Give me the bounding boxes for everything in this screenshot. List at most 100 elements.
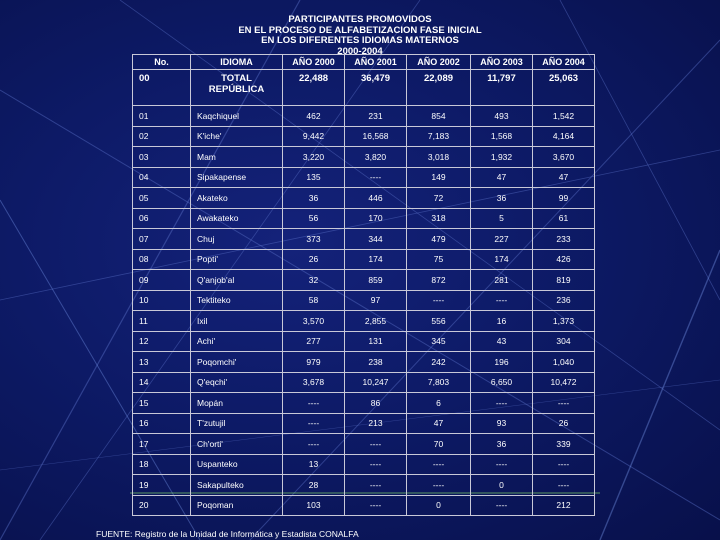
cell-no: 04 xyxy=(132,166,191,188)
cell-2003: 47 xyxy=(470,166,533,188)
cell-2001: 859 xyxy=(344,269,407,291)
cell-no: 10 xyxy=(132,289,191,311)
cell-2000: 32 xyxy=(282,269,345,291)
total-no: 00 xyxy=(132,69,191,106)
cell-idioma: Tektiteko xyxy=(190,289,283,311)
cell-2000: 3,678 xyxy=(282,371,345,393)
title-line-4: 2000-2004 xyxy=(337,45,383,57)
cell-2001: 344 xyxy=(344,228,407,250)
cell-2000: ---- xyxy=(282,392,345,414)
cell-2004: 4,164 xyxy=(532,125,595,147)
table-row: 02 K'iche' 9,442 16,568 7,183 1,568 4,164 xyxy=(132,125,595,147)
table-title: PARTICIPANTES PROMOVIDOS EN EL PROCESO D… xyxy=(180,14,540,57)
cell-2000: 56 xyxy=(282,207,345,229)
cell-2001: 2,855 xyxy=(344,310,407,332)
cell-no: 17 xyxy=(132,433,191,455)
cell-no: 03 xyxy=(132,146,191,168)
cell-no: 08 xyxy=(132,248,191,270)
total-2000: 22,488 xyxy=(282,69,345,106)
cell-2004: 339 xyxy=(532,433,595,455)
cell-2000: 28 xyxy=(282,474,345,496)
cell-2002: 149 xyxy=(406,166,471,188)
table-row: 04 Sipakapense 135 ---- 149 47 47 xyxy=(132,166,595,188)
cell-2004: 99 xyxy=(532,187,595,209)
cell-no: 16 xyxy=(132,412,191,434)
cell-2003: 36 xyxy=(470,187,533,209)
cell-2004: ---- xyxy=(532,392,595,414)
cell-idioma: Awakateko xyxy=(190,207,283,229)
cell-2002: 872 xyxy=(406,269,471,291)
cell-2002: 72 xyxy=(406,187,471,209)
cell-idioma: Uspanteko xyxy=(190,453,283,475)
cell-2002: 556 xyxy=(406,310,471,332)
table-row: 19 Sakapulteko 28 ---- ---- 0 ---- xyxy=(132,474,595,496)
cell-2001: 10,247 xyxy=(344,371,407,393)
table-row: 16 T'zutujil ---- 213 47 93 26 xyxy=(132,412,595,434)
total-label: TOTAL REPÚBLICA xyxy=(190,69,283,106)
cell-2003: 93 xyxy=(470,412,533,434)
cell-2001: 86 xyxy=(344,392,407,414)
cell-idioma: T'zutujil xyxy=(190,412,283,434)
header-2001: AÑO 2001 xyxy=(344,54,407,70)
table-row: 18 Uspanteko 13 ---- ---- ---- ---- xyxy=(132,453,595,475)
cell-no: 07 xyxy=(132,228,191,250)
cell-2003: ---- xyxy=(470,392,533,414)
cell-2004: 3,670 xyxy=(532,146,595,168)
cell-2004: 819 xyxy=(532,269,595,291)
cell-2001: ---- xyxy=(344,474,407,496)
cell-idioma: Mopán xyxy=(190,392,283,414)
cell-idioma: Chuj xyxy=(190,228,283,250)
cell-2001: ---- xyxy=(344,494,407,516)
cell-no: 05 xyxy=(132,187,191,209)
cell-2000: 9,442 xyxy=(282,125,345,147)
cell-2000: 277 xyxy=(282,330,345,352)
cell-2003: 196 xyxy=(470,351,533,373)
cell-2002: 70 xyxy=(406,433,471,455)
total-2004: 25,063 xyxy=(532,69,595,106)
cell-idioma: Kaqchiquel xyxy=(190,105,283,127)
table-row: 06 Awakateko 56 170 318 5 61 xyxy=(132,207,595,229)
cell-idioma: Ixil xyxy=(190,310,283,332)
cell-2001: ---- xyxy=(344,166,407,188)
cell-no: 20 xyxy=(132,494,191,516)
cell-2001: ---- xyxy=(344,433,407,455)
cell-idioma: Popti' xyxy=(190,248,283,270)
table-row: 20 Poqoman 103 ---- 0 ---- 212 xyxy=(132,494,595,516)
cell-2004: 26 xyxy=(532,412,595,434)
cell-2003: 16 xyxy=(470,310,533,332)
cell-2000: 58 xyxy=(282,289,345,311)
cell-2002: 854 xyxy=(406,105,471,127)
cell-idioma: Poqoman xyxy=(190,494,283,516)
cell-2002: ---- xyxy=(406,289,471,311)
cell-2002: 3,018 xyxy=(406,146,471,168)
total-label-line2: REPÚBLICA xyxy=(208,84,265,95)
cell-2001: 238 xyxy=(344,351,407,373)
cell-2002: 7,803 xyxy=(406,371,471,393)
table-row: 15 Mopán ---- 86 6 ---- ---- xyxy=(132,392,595,414)
cell-idioma: Mam xyxy=(190,146,283,168)
cell-idioma: Q'eqchi' xyxy=(190,371,283,393)
cell-2000: 36 xyxy=(282,187,345,209)
table-row: 07 Chuj 373 344 479 227 233 xyxy=(132,228,595,250)
cell-no: 15 xyxy=(132,392,191,414)
cell-no: 01 xyxy=(132,105,191,127)
total-row: 00 TOTAL REPÚBLICA 22,488 36,479 22,089 1… xyxy=(132,69,595,106)
table-row: 12 Achi' 277 131 345 43 304 xyxy=(132,330,595,352)
participants-table: No. IDIOMA AÑO 2000 AÑO 2001 AÑO 2002 AÑ… xyxy=(132,54,595,516)
cell-no: 11 xyxy=(132,310,191,332)
cell-2003: 6,650 xyxy=(470,371,533,393)
cell-2000: 979 xyxy=(282,351,345,373)
table-row: 10 Tektiteko 58 97 ---- ---- 236 xyxy=(132,289,595,311)
total-2001: 36,479 xyxy=(344,69,407,106)
cell-2002: 318 xyxy=(406,207,471,229)
cell-2003: ---- xyxy=(470,289,533,311)
cell-2001: 16,568 xyxy=(344,125,407,147)
cell-2000: 3,570 xyxy=(282,310,345,332)
cell-2003: 43 xyxy=(470,330,533,352)
cell-2001: 131 xyxy=(344,330,407,352)
cell-2004: 212 xyxy=(532,494,595,516)
cell-2003: 0 xyxy=(470,474,533,496)
title-line-1: PARTICIPANTES PROMOVIDOS xyxy=(288,14,432,25)
cell-2002: ---- xyxy=(406,474,471,496)
cell-idioma: Akateko xyxy=(190,187,283,209)
